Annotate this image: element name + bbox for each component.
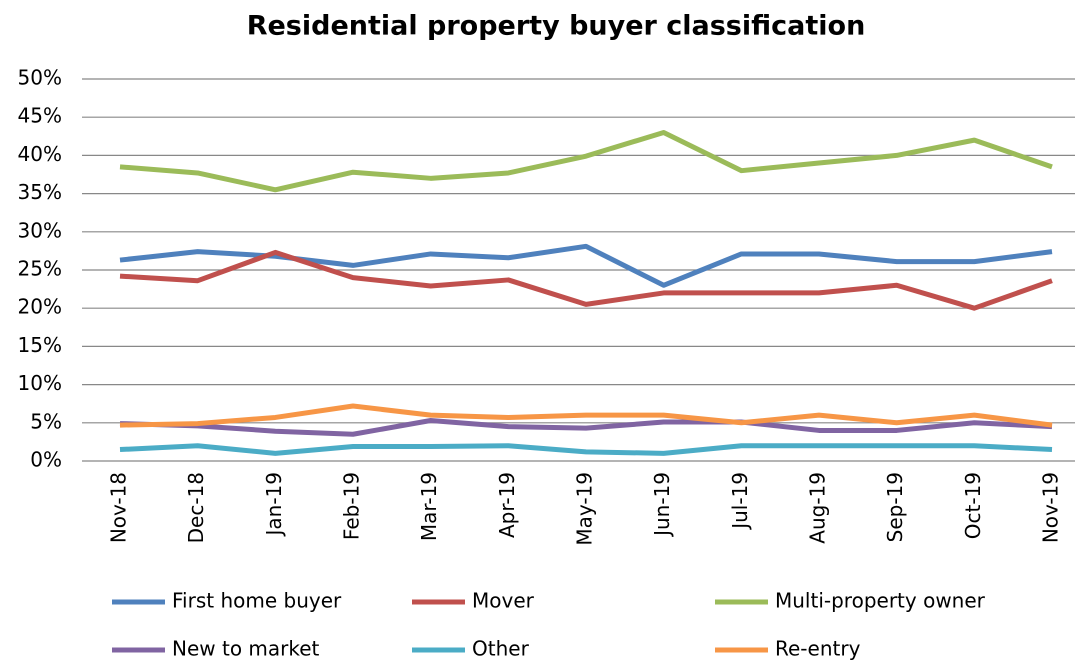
series-line: [119, 443, 1053, 456]
y-tick-label: 50%: [18, 66, 62, 90]
legend-label: Re-entry: [775, 637, 861, 661]
series-line: [119, 403, 1053, 428]
x-tick-label: Jul-19: [728, 472, 752, 531]
x-tick-label: Oct-19: [961, 472, 985, 539]
x-tick-label: Dec-18: [184, 472, 208, 543]
legend-label: Multi-property owner: [775, 589, 986, 613]
legend-label: Other: [472, 637, 530, 661]
y-tick-label: 5%: [30, 409, 62, 433]
x-tick-label: Aug-19: [806, 472, 830, 544]
x-tick-label: Nov-18: [107, 472, 131, 543]
y-tick-label: 25%: [18, 257, 62, 281]
y-tick-label: 10%: [18, 371, 62, 395]
x-tick-label: Feb-19: [340, 472, 364, 540]
x-tick-label: Nov-19: [1039, 472, 1063, 543]
legend-label: Mover: [472, 589, 535, 613]
y-tick-label: 15%: [18, 333, 62, 357]
y-tick-label: 30%: [18, 218, 62, 242]
series-line: [119, 129, 1053, 193]
y-tick-label: 20%: [18, 295, 62, 319]
series-line: [119, 243, 1053, 288]
y-tick-label: 45%: [18, 104, 62, 128]
x-tick-label: Apr-19: [495, 472, 519, 538]
x-tick-label: Mar-19: [417, 472, 441, 541]
y-tick-label: 35%: [18, 180, 62, 204]
x-tick-label: May-19: [573, 472, 597, 546]
x-tick-label: Jan-19: [262, 472, 286, 538]
series-line: [119, 249, 1053, 311]
x-tick-label: Jun-19: [650, 472, 674, 538]
chart-title: Residential property buyer classificatio…: [247, 11, 866, 42]
legend-label: First home buyer: [172, 589, 342, 613]
legend-label: New to market: [172, 637, 320, 661]
y-tick-label: 40%: [18, 142, 62, 166]
x-tick-label: Sep-19: [883, 472, 907, 542]
series-line: [119, 418, 1053, 437]
y-tick-label: 0%: [30, 448, 62, 472]
